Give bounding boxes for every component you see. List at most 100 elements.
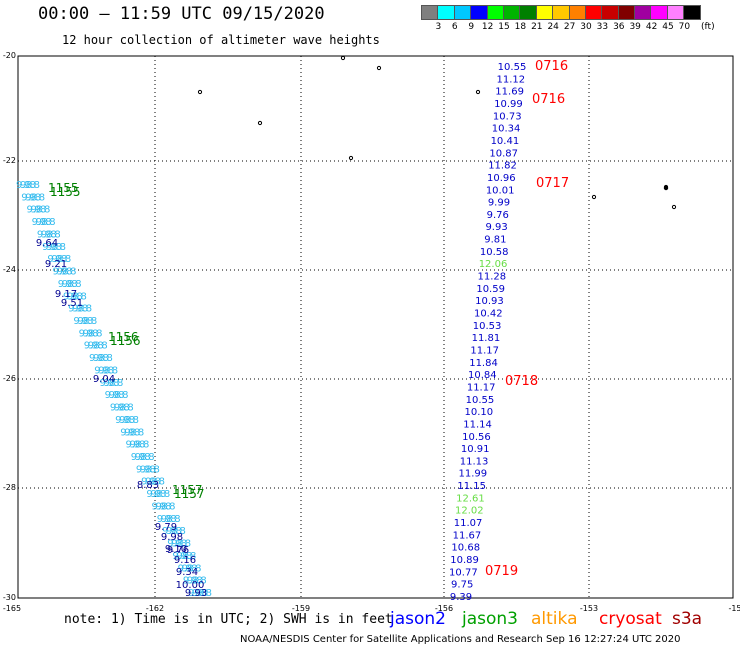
swh-value-label: 9.8 [114, 403, 130, 414]
swh-value-label: 9.8 [98, 365, 114, 376]
swh-value-label: 9.76 [167, 545, 189, 556]
track-time-label: 0717 [536, 176, 569, 191]
swh-value-label: 9.8 [63, 291, 79, 302]
swh-value-label: 11.82 [488, 161, 517, 172]
swh-value-label: 9.8 [145, 477, 161, 488]
satellite-name: jason3 [462, 609, 518, 629]
swh-value-label: 9.8 [186, 563, 202, 574]
legend-label: 70 [678, 22, 691, 32]
swh-value-label: 9.8 [67, 291, 83, 302]
color-legend-labels: 3 6 9 12 15 18 21 24 27 30 33 36 39 42 45 70 (ft) [421, 22, 740, 34]
swh-value-label: 9.8 [152, 501, 168, 512]
x-axis-tick-label: -165 [3, 604, 21, 613]
swh-value-label: 9.8 [102, 365, 118, 376]
swh-value-label: 9.8 [20, 180, 36, 191]
legend-label: 45 [662, 22, 674, 32]
swh-value-label: 9.93 [185, 588, 207, 599]
swh-value-label: 10.42 [474, 309, 503, 320]
swh-value-label: 9.8 [118, 403, 134, 414]
swh-value-label: 9.8 [172, 551, 188, 562]
chart-subtitle: 12 hour collection of altimeter wave hei… [62, 33, 380, 47]
track-time-label: 0716 [535, 59, 568, 74]
swh-value-label: 9.8 [131, 452, 147, 463]
swh-value-label: 9.8 [79, 328, 95, 339]
swh-value-label: 10.59 [476, 284, 505, 295]
swh-value-label: 11.14 [463, 419, 492, 430]
swh-value-label: 9.8 [47, 254, 63, 265]
satellite-name: s3a [672, 609, 703, 629]
swh-value-label: 9.21 [45, 259, 67, 270]
swh-value-label: 9.8 [55, 254, 71, 265]
swh-value-label: 9.8 [32, 217, 48, 228]
legend-label: 33 [596, 22, 609, 32]
swh-value-label: 9.8 [103, 378, 119, 389]
swh-value-label: 9.8 [71, 291, 87, 302]
swh-value-label: 9.8 [61, 267, 77, 278]
swh-value-label: 9.8 [136, 464, 152, 475]
y-axis-tick-label: -20 [3, 51, 16, 60]
satellite-name: jason2 [390, 609, 446, 629]
legend-label: 9 [468, 22, 475, 32]
swh-value-label: 9.8 [40, 217, 56, 228]
swh-value-label: 9.8 [165, 514, 181, 525]
swh-value-label: 9.04 [93, 374, 115, 385]
swh-value-label: 9.8 [144, 464, 160, 475]
island-marker [475, 89, 481, 95]
track-time-label: 1156 [108, 330, 139, 344]
satellite-name: cryosat [599, 609, 662, 629]
swh-value-label: 11.67 [453, 530, 482, 541]
island-marker [197, 89, 203, 95]
swh-value-label: 9.8 [140, 464, 156, 475]
swh-value-label: 9.8 [88, 341, 104, 352]
swh-value-label: 9.8 [115, 415, 131, 426]
swh-value-label: 9.8 [16, 180, 32, 191]
x-axis-tick-label: -162 [146, 604, 164, 613]
swh-value-label: 9.8 [113, 390, 129, 401]
footer-credit: NOAA/NESDIS Center for Satellite Applica… [240, 634, 681, 645]
x-axis-tick-label: -15 [728, 604, 740, 613]
swh-value-label: 9.8 [83, 328, 99, 339]
swh-value-label: 10.58 [480, 247, 509, 258]
legend-label: 24 [547, 22, 559, 32]
swh-value-label: 10.99 [494, 99, 523, 110]
island-marker [671, 204, 677, 210]
swh-value-label: 9.8 [76, 304, 92, 315]
island-marker [663, 185, 669, 191]
swh-value-label: 9.8 [187, 576, 203, 587]
swh-value-label: 9.8 [180, 551, 196, 562]
swh-value-label: 9.8 [37, 229, 53, 240]
swh-value-label: 9.8 [51, 254, 67, 265]
swh-value-label: 9.8 [92, 341, 108, 352]
color-legend [421, 5, 701, 20]
swh-value-label: 12.06 [479, 259, 508, 270]
swh-value-label: 10.73 [493, 111, 522, 122]
swh-value-label: 9.8 [50, 242, 66, 253]
swh-value-label: 9.8 [21, 192, 37, 203]
swh-value-label: 9.8 [176, 551, 192, 562]
legend-label: 27 [563, 22, 576, 32]
swh-value-label: 9.79 [155, 522, 177, 533]
legend-label: 30 [580, 22, 592, 32]
swh-value-label: 9.8 [53, 267, 69, 278]
swh-value-label: 10.93 [475, 296, 504, 307]
swh-value-label: 9.8 [45, 229, 61, 240]
legend-swatch [683, 5, 701, 20]
swh-value-label: 9.8 [81, 316, 97, 327]
swh-value-label: 9.8 [135, 452, 151, 463]
legend-label: 21 [531, 22, 543, 32]
swh-value-label: 9.8 [191, 576, 207, 587]
swh-value-label: 11.99 [459, 469, 488, 480]
swh-value-label: 10.55 [498, 62, 527, 73]
legend-unit: (ft) [701, 22, 715, 32]
swh-value-label: 11.12 [496, 74, 525, 85]
swh-value-label: 9.8 [30, 205, 46, 216]
legend-label: 42 [645, 22, 658, 32]
swh-value-label: 10.00 [176, 580, 205, 591]
swh-value-label: 9.8 [89, 353, 105, 364]
swh-value-label: 9.8 [160, 501, 176, 512]
swh-value-label: 9.8 [141, 477, 157, 488]
swh-value-label: 9.8 [26, 205, 42, 216]
swh-value-label: 9.8 [156, 501, 172, 512]
swh-value-label: 9.8 [62, 279, 78, 290]
swh-value-label: 9.8 [149, 477, 165, 488]
